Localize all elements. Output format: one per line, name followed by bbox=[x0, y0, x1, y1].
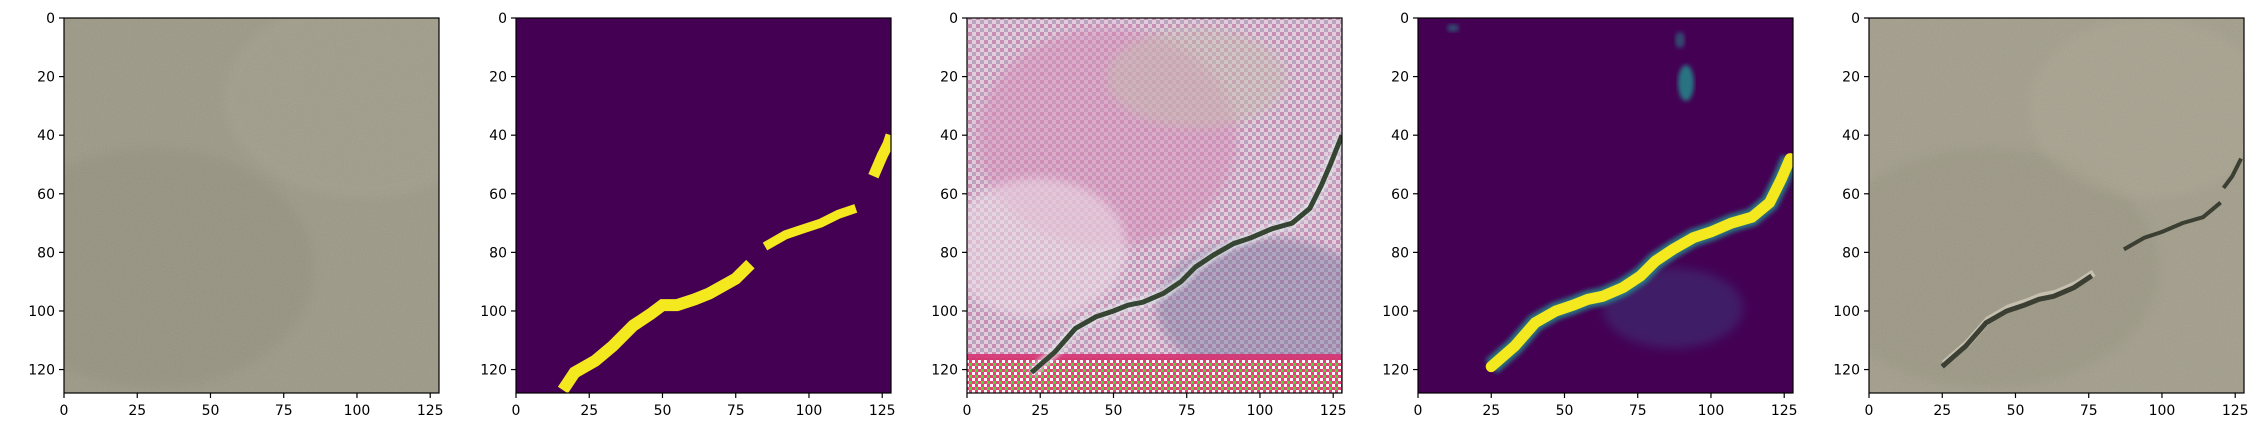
panel-predicted-mask: 0 25 50 75 100 125 0 20 40 60 80 100 120 bbox=[1382, 11, 1797, 419]
x-tick-label: 125 bbox=[417, 403, 444, 419]
x-tick-label: 0 bbox=[60, 403, 69, 419]
y-tick-label: 0 bbox=[46, 11, 55, 27]
x-tick-label: 0 bbox=[963, 403, 972, 419]
panel-input-image: 0 25 50 75 100 125 0 20 40 60 80 100 120 bbox=[28, 11, 444, 419]
x-tick-label: 25 bbox=[1031, 403, 1049, 419]
x-tick-label: 25 bbox=[1933, 403, 1951, 419]
generated-image-content bbox=[967, 18, 1342, 393]
heatmap-blob bbox=[1678, 65, 1694, 101]
x-tick-label: 75 bbox=[275, 403, 293, 419]
y-tick-label: 100 bbox=[1382, 304, 1409, 320]
y-tick-label: 20 bbox=[489, 70, 507, 86]
y-tick-label: 100 bbox=[480, 304, 507, 320]
x-tick-label: 75 bbox=[2080, 403, 2098, 419]
x-tick-label: 100 bbox=[1698, 403, 1725, 419]
x-tick-label: 125 bbox=[869, 403, 896, 419]
y-tick-label: 120 bbox=[480, 363, 507, 379]
crack-prediction bbox=[1485, 153, 1793, 373]
y-tick-label: 60 bbox=[940, 187, 958, 203]
x-tick-label: 100 bbox=[796, 403, 823, 419]
x-tick-label: 50 bbox=[1556, 403, 1574, 419]
crack-mask-segment bbox=[762, 204, 858, 251]
y-tick-label: 20 bbox=[1842, 70, 1860, 86]
y-tick-label: 80 bbox=[940, 245, 958, 261]
y-tick-label: 40 bbox=[489, 128, 507, 144]
y-tick-label: 60 bbox=[37, 187, 55, 203]
y-tick-label: 40 bbox=[1391, 128, 1409, 144]
crack-mask-segment bbox=[727, 273, 739, 285]
axes-frame bbox=[1868, 17, 2245, 394]
y-tick-label: 0 bbox=[498, 11, 507, 27]
x-tick-label: 50 bbox=[202, 403, 220, 419]
y-tick-label: 100 bbox=[931, 304, 958, 320]
axes-frame bbox=[63, 17, 440, 394]
x-tick-label: 25 bbox=[580, 403, 598, 419]
x-tick-label: 25 bbox=[128, 403, 146, 419]
x-tick-label: 50 bbox=[1105, 403, 1123, 419]
y-tick-label: 40 bbox=[37, 128, 55, 144]
y-tick-label: 0 bbox=[1400, 11, 1409, 27]
x-tick-label: 75 bbox=[1178, 403, 1196, 419]
x-tick-label: 125 bbox=[1771, 403, 1798, 419]
crack-mask-segment bbox=[557, 259, 755, 393]
x-tick-label: 100 bbox=[1247, 403, 1274, 419]
y-tick-label: 120 bbox=[931, 363, 958, 379]
y-tick-label: 100 bbox=[28, 304, 55, 320]
output-image-content bbox=[1869, 18, 2244, 393]
y-tick-label: 100 bbox=[1833, 304, 1860, 320]
x-tick-label: 100 bbox=[344, 403, 371, 419]
x-tick-label: 0 bbox=[1865, 403, 1874, 419]
heatmap-background bbox=[1418, 18, 1793, 393]
x-tick-label: 50 bbox=[2007, 403, 2025, 419]
y-tick-label: 0 bbox=[1851, 11, 1860, 27]
x-tick-label: 50 bbox=[654, 403, 672, 419]
panel-generated-image: 0 25 50 75 100 125 0 20 40 60 80 100 120 bbox=[931, 11, 1347, 419]
mask-background bbox=[516, 18, 891, 393]
x-tick-label: 100 bbox=[2149, 403, 2176, 419]
crack-mask-segment bbox=[868, 133, 891, 179]
y-tick-label: 80 bbox=[1842, 245, 1860, 261]
y-tick-label: 20 bbox=[1391, 70, 1409, 86]
y-tick-label: 20 bbox=[37, 70, 55, 86]
y-tick-label: 60 bbox=[489, 187, 507, 203]
x-tick-label: 0 bbox=[1414, 403, 1423, 419]
x-tick-label: 75 bbox=[727, 403, 745, 419]
panel-ground-truth-mask: 0 25 50 75 100 125 0 20 40 60 80 100 120 bbox=[480, 11, 895, 419]
y-tick-label: 40 bbox=[940, 128, 958, 144]
x-tick-label: 125 bbox=[2222, 403, 2249, 419]
x-tick-label: 125 bbox=[1320, 403, 1347, 419]
y-tick-label: 80 bbox=[1391, 245, 1409, 261]
y-tick-label: 120 bbox=[1382, 363, 1409, 379]
y-tick-label: 80 bbox=[37, 245, 55, 261]
y-tick-label: 60 bbox=[1391, 187, 1409, 203]
y-tick-label: 40 bbox=[1842, 128, 1860, 144]
y-tick-label: 0 bbox=[949, 11, 958, 27]
x-tick-label: 25 bbox=[1482, 403, 1500, 419]
x-tick-label: 0 bbox=[512, 403, 521, 419]
axes-frame bbox=[966, 17, 1343, 394]
axes-frame bbox=[515, 17, 892, 394]
y-tick-label: 80 bbox=[489, 245, 507, 261]
y-tick-label: 120 bbox=[28, 363, 55, 379]
x-tick-label: 75 bbox=[1629, 403, 1647, 419]
predicted-mask-content bbox=[1418, 18, 1793, 393]
input-image-content bbox=[64, 18, 439, 393]
y-tick-label: 120 bbox=[1833, 363, 1860, 379]
y-tick-label: 20 bbox=[940, 70, 958, 86]
panel-output-image: 0 25 50 75 100 125 0 20 40 60 80 100 120 bbox=[1833, 11, 2249, 419]
ground-truth-mask-content bbox=[516, 18, 891, 393]
axes-frame bbox=[1417, 17, 1794, 394]
y-tick-label: 60 bbox=[1842, 187, 1860, 203]
